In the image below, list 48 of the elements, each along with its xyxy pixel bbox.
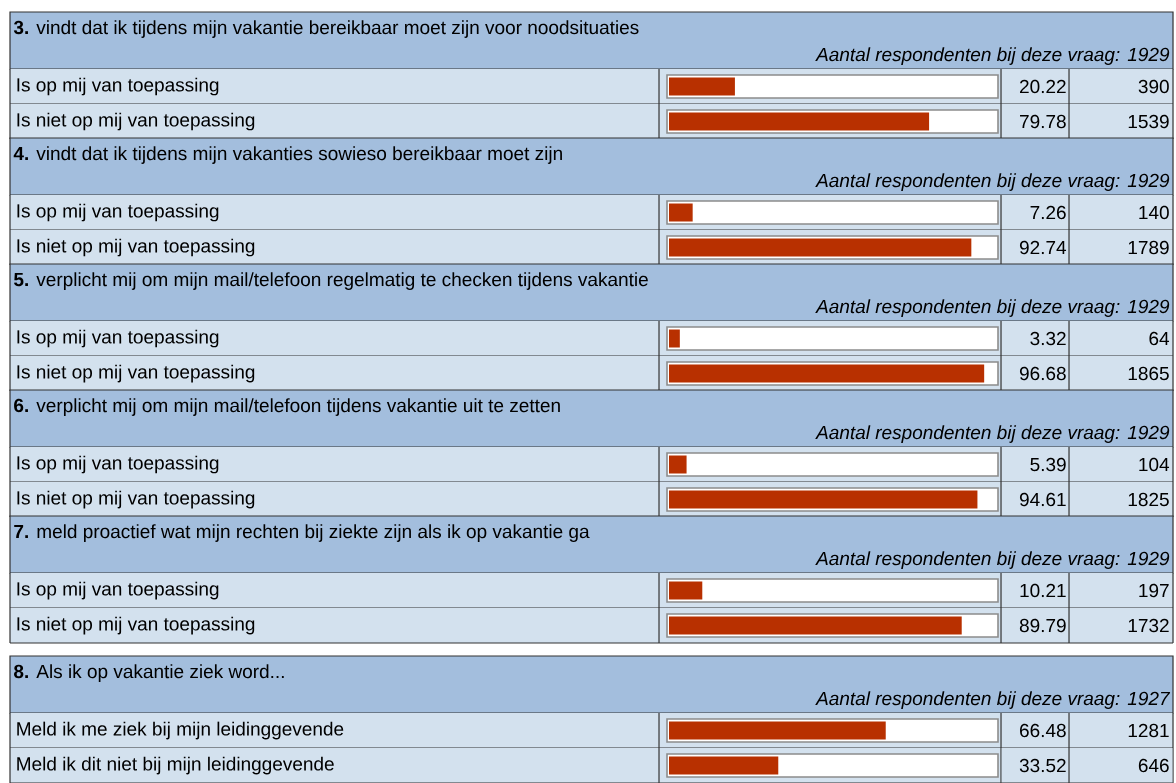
text: 6. verplicht mij om mijn mail/telefoon tijdens vakantie uit te zetten xyxy=(14,398,560,416)
y-tick-label: Is niet op mij van toepassing xyxy=(17,364,255,383)
text: 4. vindt dat ik tijdens mijn vakanties sowieso bereikbaar moet zijn xyxy=(13,146,562,164)
data-label: 96.68 xyxy=(1019,366,1066,381)
text: 64 xyxy=(1149,331,1170,346)
text: 1789 xyxy=(1128,240,1169,255)
text: 7. meld proactief wat mijn rechten bij ziekte zijn als ik op vakantie ga xyxy=(14,524,590,542)
chart-subtitle: Aantal respondenten bij deze vraag: 1929 xyxy=(815,299,1170,317)
text: 1281 xyxy=(1128,723,1169,738)
data-label: 20.22 xyxy=(1020,79,1066,94)
chart-subtitle: Aantal respondenten bij deze vraag: 1927 xyxy=(815,691,1171,709)
y-tick-label: Is niet op mij van toepassing xyxy=(17,238,255,257)
text: 1825 xyxy=(1128,492,1169,507)
data-label: 33.52 xyxy=(1019,758,1066,773)
text: 104 xyxy=(1139,457,1170,472)
y-tick-label: Is niet op mij van toepassing xyxy=(17,112,255,131)
text: 1539 xyxy=(1128,114,1169,129)
data-label: 92.74 xyxy=(1019,240,1067,255)
data-label: 3.32 xyxy=(1030,331,1066,346)
chart-subtitle: Aantal respondenten bij deze vraag: 1929 xyxy=(815,47,1170,65)
y-tick-label: Is op mij van toepassing xyxy=(17,329,219,348)
y-tick-label: Meld ik me ziek bij mijn leidinggevende xyxy=(17,721,344,740)
text: 8. Als ik op vakantie ziek word... xyxy=(14,664,284,682)
text: 646 xyxy=(1138,758,1169,773)
text: 1732 xyxy=(1128,618,1169,633)
text: 1865 xyxy=(1128,366,1169,381)
y-tick-label: Is niet op mij van toepassing xyxy=(17,616,255,635)
y-tick-label: Is op mij van toepassing xyxy=(17,203,219,222)
chart-subtitle: Aantal respondenten bij deze vraag: 1929 xyxy=(815,551,1170,569)
data-label: 5.39 xyxy=(1030,457,1066,472)
text: 140 xyxy=(1139,205,1169,220)
y-tick-label: Is op mij van toepassing xyxy=(17,581,219,600)
y-tick-label: Is niet op mij van toepassing xyxy=(17,490,255,509)
data-label: 10.21 xyxy=(1020,583,1066,598)
text: 5. verplicht mij om mijn mail/telefoon regelmatig te checken tijdens vakantie xyxy=(14,272,648,290)
chart-subtitle: Aantal respondenten bij deze vraag: 1929 xyxy=(815,425,1170,443)
data-label: 94.61 xyxy=(1019,492,1066,507)
y-tick-label: Is op mij van toepassing xyxy=(17,77,219,96)
y-tick-label: Is op mij van toepassing xyxy=(17,455,219,474)
y-tick-label: Meld ik dit niet bij mijn leidinggevende xyxy=(17,756,334,775)
data-label: 66.48 xyxy=(1020,723,1066,738)
text: 197 xyxy=(1139,583,1169,598)
data-label: 89.79 xyxy=(1019,618,1066,633)
data-label: 79.78 xyxy=(1020,114,1066,129)
data-label: 7.26 xyxy=(1030,205,1066,220)
text: 3. vindt dat ik tijdens mijn vakantie bereikbaar moet zijn voor noodsituaties xyxy=(13,20,639,38)
chart-subtitle: Aantal respondenten bij deze vraag: 1929 xyxy=(815,173,1170,191)
text: 390 xyxy=(1138,79,1169,94)
